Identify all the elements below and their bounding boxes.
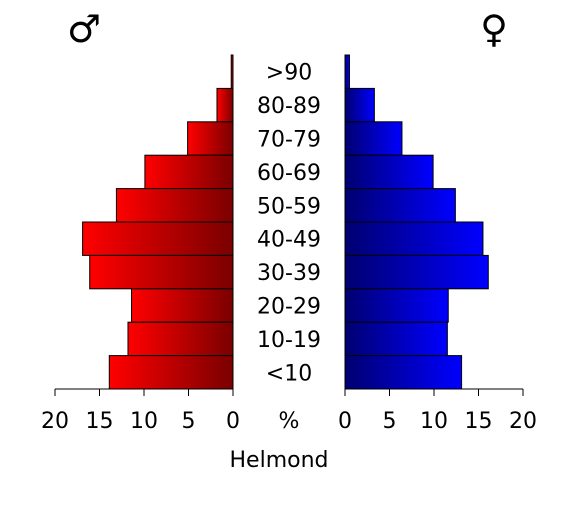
female-tick-label: 5 bbox=[383, 409, 397, 434]
age-group-label: 80-89 bbox=[257, 94, 321, 119]
male-bar bbox=[82, 221, 234, 256]
age-group-label: >90 bbox=[266, 61, 312, 86]
male-bar bbox=[144, 154, 234, 190]
age-group-label: 50-59 bbox=[257, 194, 321, 219]
female-bar bbox=[344, 188, 456, 223]
female-tick-label: 15 bbox=[465, 409, 493, 434]
center-percent-label: % bbox=[279, 409, 300, 434]
male-tick-label: 15 bbox=[86, 409, 114, 434]
age-group-label: 10-19 bbox=[257, 328, 321, 353]
age-group-label: 40-49 bbox=[257, 228, 321, 253]
male-bar bbox=[127, 321, 234, 357]
male-bar bbox=[131, 288, 234, 323]
female-bar bbox=[344, 355, 463, 390]
x-axis-label: Helmond bbox=[230, 448, 329, 473]
male-axis-ticks: 20 15 10 5 0 bbox=[41, 389, 240, 434]
female-tick-label: 0 bbox=[338, 409, 352, 434]
female-bar bbox=[344, 87, 375, 123]
age-group-label: <10 bbox=[266, 361, 312, 386]
female-tick-label: 20 bbox=[509, 409, 537, 434]
female-tick-label: 10 bbox=[420, 409, 448, 434]
age-group-label: 30-39 bbox=[257, 261, 321, 286]
male-tick-label: 5 bbox=[182, 409, 196, 434]
female-axis-ticks: 0 5 10 15 20 bbox=[338, 389, 537, 434]
male-tick-label: 0 bbox=[226, 409, 240, 434]
male-bar bbox=[89, 254, 234, 290]
female-bar bbox=[344, 254, 489, 290]
female-bar bbox=[344, 54, 350, 89]
male-bar bbox=[108, 355, 234, 390]
age-group-label: 20-29 bbox=[257, 295, 321, 320]
male-symbol-icon: ♂ bbox=[67, 7, 101, 51]
male-bar bbox=[187, 121, 234, 156]
female-bar bbox=[344, 288, 449, 323]
age-group-label: 60-69 bbox=[257, 161, 321, 186]
male-bar bbox=[115, 188, 234, 223]
female-bar bbox=[344, 221, 484, 256]
female-bar bbox=[344, 154, 434, 190]
female-bar bbox=[344, 321, 448, 357]
age-group-labels: >90 80-89 70-79 60-69 50-59 40-49 30-39 20-29 10… bbox=[257, 61, 321, 387]
male-tick-label: 20 bbox=[41, 409, 69, 434]
female-series bbox=[344, 54, 489, 390]
male-tick-label: 10 bbox=[130, 409, 158, 434]
female-bar bbox=[344, 121, 403, 156]
male-series bbox=[82, 54, 234, 390]
female-symbol-icon: ♀ bbox=[480, 7, 508, 51]
age-group-label: 70-79 bbox=[257, 128, 321, 153]
male-bar bbox=[216, 87, 234, 123]
